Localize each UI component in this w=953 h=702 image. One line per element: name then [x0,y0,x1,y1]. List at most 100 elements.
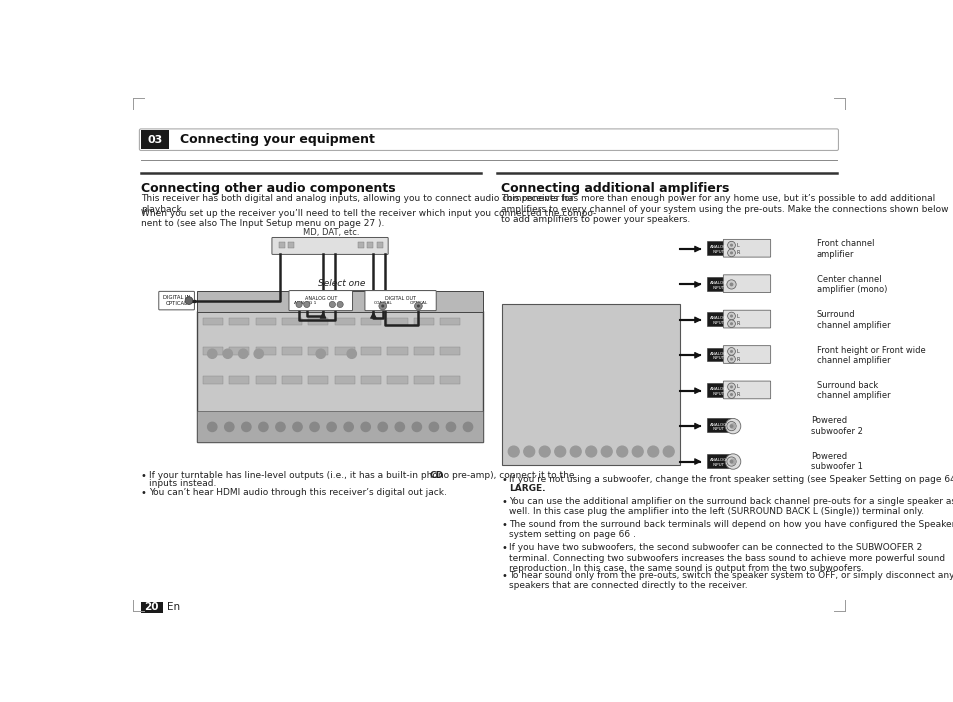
FancyBboxPatch shape [722,345,770,364]
Circle shape [336,301,343,307]
Circle shape [729,423,736,429]
Circle shape [729,357,732,361]
Text: CD: CD [429,471,443,479]
Text: Front channel
amplifier: Front channel amplifier [816,239,873,259]
Text: When you set up the receiver you’ll need to tell the receiver which input you co: When you set up the receiver you’ll need… [141,209,596,228]
Bar [607,348,632,357]
Circle shape [585,446,596,457]
Circle shape [416,305,419,307]
Circle shape [727,383,735,391]
Text: L: L [736,385,739,390]
Bar [607,312,632,321]
Bar [542,385,567,395]
Text: L: L [736,314,739,319]
Circle shape [258,423,268,432]
Text: R: R [736,357,740,362]
Circle shape [632,446,642,457]
Circle shape [726,457,736,466]
Text: This receiver has more than enough power for any home use, but it’s possible to : This receiver has more than enough power… [500,194,948,224]
Bar [724,244,744,252]
Text: You can use the additional amplifier on the surround back channel pre-outs for a: You can use the additional amplifier on … [509,497,953,517]
Circle shape [729,424,733,428]
Circle shape [726,421,736,431]
Text: You can’t hear HDMI audio through this receiver’s digital out jack.: You can’t hear HDMI audio through this r… [149,488,446,497]
Circle shape [224,423,233,432]
Text: If you’re not using a subwoofer, change the front speaker setting (see Speaker S: If you’re not using a subwoofer, change … [509,475,953,484]
Text: If you have two subwoofers, the second subwoofer can be connected to the SUBWOOF: If you have two subwoofers, the second s… [509,543,944,573]
Circle shape [327,423,335,432]
Circle shape [729,460,733,463]
Circle shape [600,446,612,457]
Text: L: L [736,243,739,248]
Bar [748,351,767,358]
Bar [357,242,364,249]
Circle shape [293,423,302,432]
Bar [414,347,434,355]
Bar [387,317,407,325]
Text: If your turntable has line-level outputs (i.e., it has a built-in phono pre-amp): If your turntable has line-level outputs… [149,471,577,479]
Circle shape [729,350,732,353]
Text: ANALOG
INPUT: ANALOG INPUT [710,317,727,325]
Bar [414,317,434,325]
Circle shape [412,423,421,432]
Circle shape [223,349,233,358]
Circle shape [729,458,736,465]
Bar [509,348,534,357]
Circle shape [729,282,733,286]
Circle shape [377,423,387,432]
Text: Powered
subwoofer 2: Powered subwoofer 2 [810,416,862,436]
Bar [203,376,223,384]
Circle shape [295,301,302,307]
Text: R: R [736,251,740,256]
Bar [141,131,169,149]
Circle shape [538,446,550,457]
Circle shape [208,349,216,358]
Text: Connecting other audio components: Connecting other audio components [141,182,395,195]
FancyBboxPatch shape [706,312,731,326]
Bar [439,317,459,325]
Bar [196,312,483,442]
Text: 03: 03 [147,135,162,145]
Text: The sound from the surround back terminals will depend on how you have configure: The sound from the surround back termina… [509,520,953,539]
Bar [255,376,275,384]
Text: OPTICAL: OPTICAL [409,300,427,305]
Text: R: R [736,322,740,326]
Bar [360,317,381,325]
Bar [360,347,381,355]
Bar [196,291,483,312]
Bar [308,376,328,384]
Circle shape [415,302,422,310]
Bar [387,376,407,384]
FancyBboxPatch shape [706,347,731,362]
FancyBboxPatch shape [706,418,731,432]
Circle shape [185,297,193,305]
Circle shape [344,423,353,432]
Text: Powered
subwoofer 1: Powered subwoofer 1 [810,452,862,471]
Circle shape [555,446,565,457]
Text: Surround back
channel amplifier: Surround back channel amplifier [816,381,889,400]
Text: ANALOG
INPUT: ANALOG INPUT [710,246,727,254]
Circle shape [523,446,534,457]
Bar [575,348,599,357]
Circle shape [347,349,356,358]
Circle shape [429,423,438,432]
FancyBboxPatch shape [289,291,353,310]
Circle shape [463,423,472,432]
Circle shape [241,423,251,432]
Circle shape [727,249,735,257]
Circle shape [395,423,404,432]
Bar [509,312,534,321]
FancyBboxPatch shape [706,277,731,291]
Bar [288,242,294,249]
Bar [308,347,328,355]
Text: DIGITAL OUT: DIGITAL OUT [385,296,416,301]
Text: •: • [500,571,507,581]
Bar [724,386,744,394]
FancyBboxPatch shape [272,237,388,254]
Bar [748,386,767,394]
Circle shape [727,391,735,399]
Text: ANALOG
INPUT: ANALOG INPUT [710,352,727,360]
Circle shape [360,423,370,432]
Circle shape [208,423,216,432]
Text: En: En [167,602,180,612]
